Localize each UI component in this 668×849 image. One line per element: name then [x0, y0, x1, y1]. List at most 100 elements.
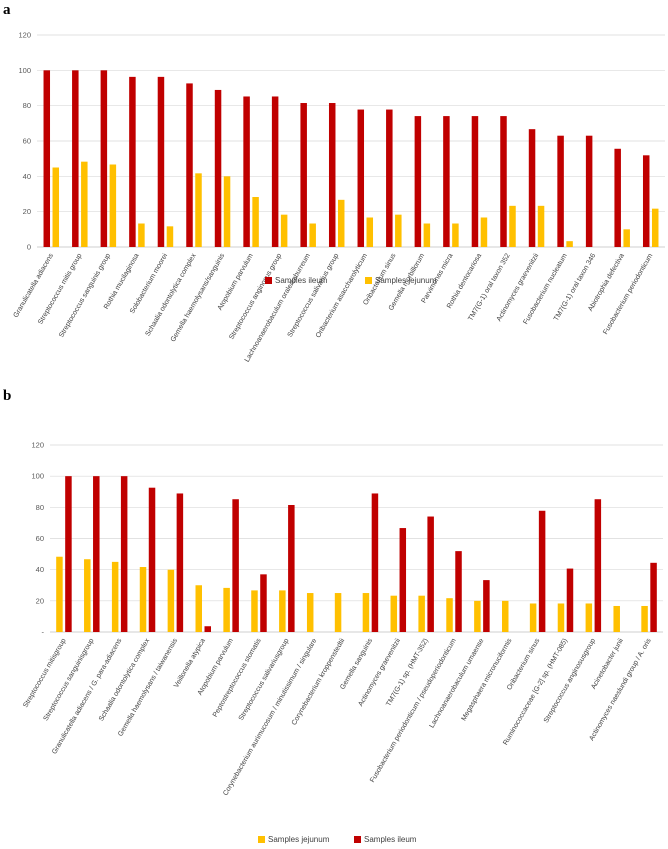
x-category-label: Streptococcus sanguinis group [58, 252, 112, 338]
bar-samples-jejunum [166, 226, 174, 247]
bar-samples-jejunum [337, 199, 345, 247]
bar-samples-ileum [260, 574, 267, 632]
panel-letter-a: a [3, 2, 11, 18]
bar-samples-ileum [528, 129, 536, 247]
bar-samples-jejunum [623, 229, 630, 247]
bar-samples-ileum [204, 626, 211, 632]
bar-samples-ileum [642, 155, 650, 247]
bar-samples-jejunum [641, 605, 648, 632]
bar-samples-jejunum [585, 603, 593, 632]
x-category-label: Schaalia odontolytica complex [145, 252, 198, 337]
legend-label: Samples ileum [364, 835, 417, 844]
bar-samples-jejunum [452, 223, 459, 247]
bar-samples-jejunum [502, 600, 509, 632]
bar-samples-jejunum [306, 593, 314, 632]
x-category-label: Oribacterium asaccharolyticum [315, 252, 369, 339]
bar-samples-ileum [443, 116, 450, 247]
bar-samples-ileum [43, 70, 51, 247]
bar-samples-jejunum [280, 214, 288, 247]
legend-swatch [258, 836, 265, 843]
bar-samples-jejunum [139, 567, 147, 632]
bar-samples-ileum [214, 89, 222, 248]
bar-samples-jejunum [423, 223, 431, 247]
bar-samples-ileum [232, 499, 239, 632]
legend-label: Samples jejunum [268, 835, 330, 844]
bar-samples-jejunum [390, 595, 398, 632]
legend: Samples ileum Samples jejunum [265, 276, 437, 285]
x-category-label: Gemella haemolysans / taiwanensis [117, 637, 179, 738]
bar-samples-ileum [93, 476, 100, 632]
bar-samples-jejunum [252, 197, 259, 247]
bar-samples-ileum [120, 476, 128, 632]
bar-samples-ileum [566, 568, 574, 632]
bar-samples-ileum [100, 70, 108, 247]
bar-samples-jejunum [223, 176, 231, 247]
bar-samples-ileum [243, 96, 250, 247]
y-tick-label: 60 [36, 534, 44, 543]
bar-samples-jejunum [566, 241, 573, 247]
legend: Samples jejunum Samples ileum [258, 835, 417, 844]
bar-samples-ileum [455, 551, 462, 632]
bar-samples-ileum [65, 476, 72, 632]
bar-samples-ileum [483, 580, 490, 632]
bar-samples-ileum [176, 493, 184, 632]
bar-samples-jejunum [613, 605, 620, 632]
y-tick-label: 60 [23, 137, 31, 146]
y-tick-label: 20 [23, 207, 31, 216]
y-tick-label: 120 [31, 441, 44, 450]
bar-samples-jejunum [223, 587, 230, 632]
legend-label: Samples jejunum [375, 276, 437, 285]
bar-samples-ileum [129, 76, 136, 248]
bar-samples-ileum [300, 103, 307, 248]
bar-samples-ileum [585, 135, 593, 247]
x-category-label: Streptococcus anginosusgroup [543, 637, 597, 724]
x-category-label: Streptococcus salivariusgroup [238, 637, 291, 721]
bar-samples-ileum [157, 76, 165, 248]
bar-samples-jejunum [362, 593, 370, 632]
bar-samples-jejunum [557, 603, 565, 632]
bar-samples-ileum [328, 103, 336, 248]
bar-samples-ileum [614, 148, 621, 247]
bar-samples-jejunum [446, 598, 453, 632]
x-category-label: Schaalia odontolytica complex [98, 637, 151, 722]
bar-samples-jejunum [56, 556, 63, 632]
x-category-label: Streptococcus salivarius group [287, 252, 341, 338]
bar-samples-jejunum [138, 223, 145, 247]
bar-samples-jejunum [309, 223, 316, 247]
bar-samples-ileum [288, 504, 295, 632]
bar-samples-jejunum [84, 559, 91, 632]
x-category-label: Actinomyces naeslundi group / A. oris [588, 637, 653, 742]
y-tick-label: 100 [18, 66, 31, 75]
bar-samples-ileum [371, 493, 379, 632]
bar-samples-jejunum [109, 164, 117, 247]
bar-samples-jejunum [474, 600, 481, 632]
panel-letter-b: b [3, 388, 11, 404]
x-category-label: Gemella haemolysans/sanguinis [170, 252, 227, 343]
bar-samples-jejunum [251, 590, 258, 632]
bar-samples-jejunum [480, 217, 488, 247]
bar-samples-ileum [471, 116, 479, 247]
bar-samples-jejunum [111, 561, 119, 632]
bar-samples-ileum [427, 516, 434, 632]
x-category-label: Fusobacterium periodonticum [602, 252, 654, 336]
y-tick-label: 120 [18, 31, 31, 40]
x-category-label: Streptococcus sanguinisgroup [43, 637, 96, 722]
legend-swatch [265, 277, 272, 284]
x-category-label: Veillonella atypica [173, 637, 207, 689]
y-tick-label: 100 [31, 472, 44, 481]
legend-swatch [354, 836, 361, 843]
bar-samples-ileum [386, 109, 393, 247]
y-tick-label: 80 [23, 101, 31, 110]
x-category-label: Corynebacterium kroppenstedtii [291, 637, 347, 726]
bar-samples-ileum [557, 135, 564, 247]
x-category-label: Megasphaera micronuciformis [461, 637, 514, 722]
y-tick-label: - [42, 628, 45, 637]
bar-samples-jejunum [529, 603, 537, 632]
legend-label: Samples ileum [275, 276, 328, 285]
x-category-label: Lachnoanaerobaculum umaense [429, 637, 486, 729]
bar-samples-ileum [500, 116, 507, 247]
bar-samples-jejunum [167, 569, 175, 632]
y-tick-label: 40 [36, 565, 44, 574]
